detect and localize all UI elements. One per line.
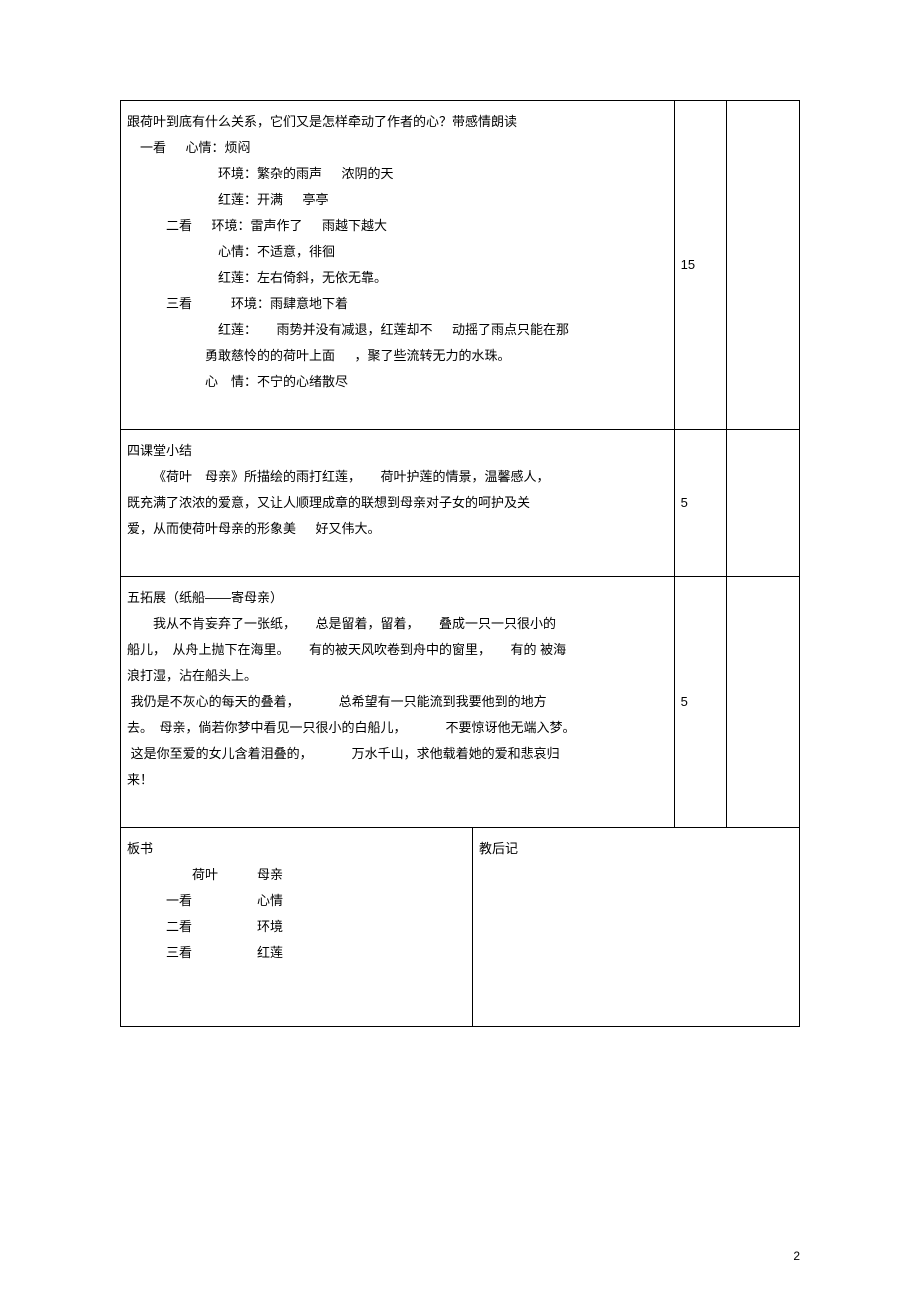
- time-cell-2: 5: [674, 430, 726, 577]
- board-cell: 板书 荷叶母亲 一看心情 二看环境 三看红莲: [121, 828, 800, 1027]
- board-r1: 一看心情: [127, 888, 466, 914]
- board-h1: 荷叶母亲: [127, 862, 466, 888]
- mood3-line: 心 情：不宁的心绪散尽: [127, 369, 668, 395]
- time-cell-1: 15: [674, 101, 726, 430]
- env1-line: 环境：繁杂的雨声浓阴的天: [127, 161, 668, 187]
- table-row-analysis: 跟荷叶到底有什么关系，它们又是怎样牵动了作者的心？带感情朗读 一看心情：烦闷 环…: [121, 101, 800, 430]
- summary-p3: 爱，从而使荷叶母亲的形象美好又伟大。: [127, 516, 668, 542]
- document-page: 跟荷叶到底有什么关系，它们又是怎样牵动了作者的心？带感情朗读 一看心情：烦闷 环…: [0, 0, 920, 1303]
- analysis-content: 跟荷叶到底有什么关系，它们又是怎样牵动了作者的心？带感情朗读 一看心情：烦闷 环…: [121, 101, 675, 430]
- board-left: 板书 荷叶母亲 一看心情 二看环境 三看红莲: [121, 828, 472, 1026]
- summary-p2: 既充满了浓浓的爱意，又让人顺理成章的联想到母亲对子女的呵护及关: [127, 490, 668, 516]
- ext-l7: 来！: [127, 767, 668, 793]
- note-cell-2: [726, 430, 799, 577]
- lotus1-line: 红莲：开满亭亭: [127, 187, 668, 213]
- ext-l5: 去。 母亲，倘若你梦中看见一只很小的白船儿，不要惊讶他无端入梦。: [127, 715, 668, 741]
- summary-p1: 《荷叶 母亲》所描绘的雨打红莲，荷叶护莲的情景，温馨感人，: [127, 464, 668, 490]
- look1-line: 一看心情：烦闷: [127, 135, 668, 161]
- note-cell-1: [726, 101, 799, 430]
- extension-content: 五拓展（纸船——寄母亲） 我从不肯妄弃了一张纸，总是留着，留着，叠成一只一只很小…: [121, 577, 675, 828]
- board-right-title: 教后记: [479, 836, 818, 862]
- board-r2: 二看环境: [127, 914, 466, 940]
- summary-title: 四课堂小结: [127, 438, 668, 464]
- look3-line: 三看环境：雨肆意地下着: [127, 291, 668, 317]
- board-left-title: 板书: [127, 836, 466, 862]
- board-r3: 三看红莲: [127, 940, 466, 966]
- summary-content: 四课堂小结 《荷叶 母亲》所描绘的雨打红莲，荷叶护莲的情景，温馨感人， 既充满了…: [121, 430, 675, 577]
- table-row-extension: 五拓展（纸船——寄母亲） 我从不肯妄弃了一张纸，总是留着，留着，叠成一只一只很小…: [121, 577, 800, 828]
- lotus3-line1: 红莲：雨势并没有减退，红莲却不动摇了雨点只能在那: [127, 317, 668, 343]
- table-row-board: 板书 荷叶母亲 一看心情 二看环境 三看红莲: [121, 828, 800, 1027]
- extension-title: 五拓展（纸船——寄母亲）: [127, 585, 668, 611]
- mood2-line: 心情：不适意，徘徊: [127, 239, 668, 265]
- intro-line: 跟荷叶到底有什么关系，它们又是怎样牵动了作者的心？带感情朗读: [127, 109, 668, 135]
- ext-l6: 这是你至爱的女儿含着泪叠的，万水千山，求他载着她的爱和悲哀归: [127, 741, 668, 767]
- ext-l2: 船儿， 从舟上抛下在海里。有的被天风吹卷到舟中的窗里，有的 被海: [127, 637, 668, 663]
- ext-l1: 我从不肯妄弃了一张纸，总是留着，留着，叠成一只一只很小的: [127, 611, 668, 637]
- page-number: 2: [793, 1249, 800, 1263]
- look2-line: 二看环境：雷声作了雨越下越大: [127, 213, 668, 239]
- ext-l3: 浪打湿，沾在船头上。: [127, 663, 668, 689]
- time-cell-3: 5: [674, 577, 726, 828]
- board-right: 教后记: [472, 828, 824, 1026]
- lesson-table: 跟荷叶到底有什么关系，它们又是怎样牵动了作者的心？带感情朗读 一看心情：烦闷 环…: [120, 100, 800, 1027]
- note-cell-3: [726, 577, 799, 828]
- lotus2-line: 红莲：左右倚斜，无依无靠。: [127, 265, 668, 291]
- ext-l4: 我仍是不灰心的每天的叠着，总希望有一只能流到我要他到的地方: [127, 689, 668, 715]
- lotus3-line2: 勇敢慈怜的的荷叶上面，聚了些流转无力的水珠。: [127, 343, 668, 369]
- table-row-summary: 四课堂小结 《荷叶 母亲》所描绘的雨打红莲，荷叶护莲的情景，温馨感人， 既充满了…: [121, 430, 800, 577]
